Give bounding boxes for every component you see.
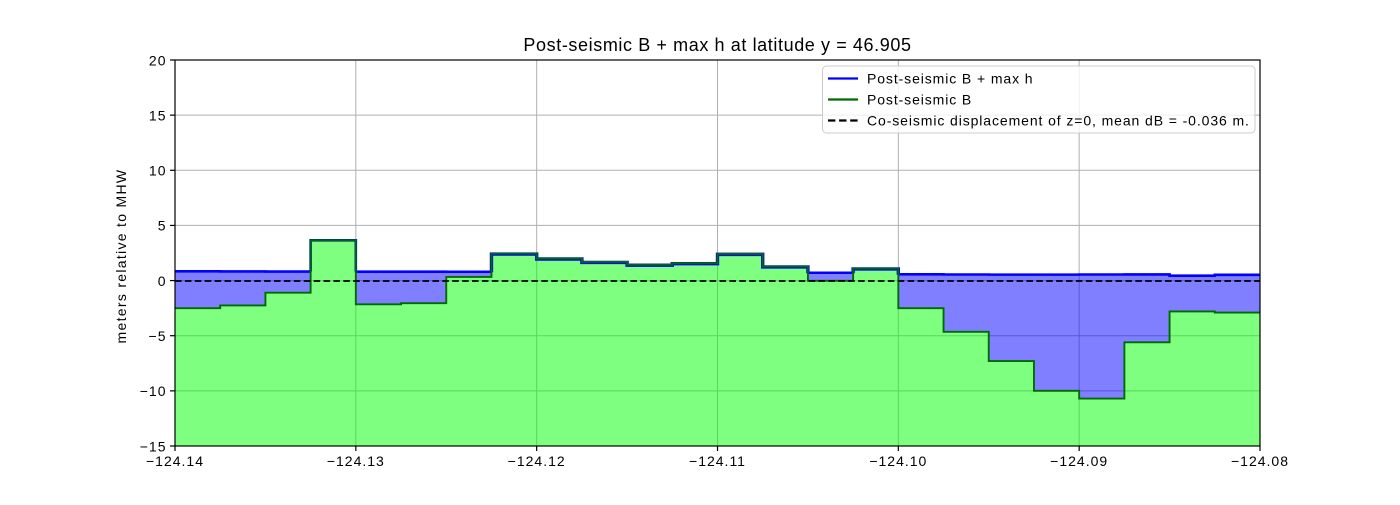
svg-text:−124.09: −124.09 xyxy=(1050,453,1108,469)
svg-text:−124.10: −124.10 xyxy=(869,453,927,469)
svg-text:−124.12: −124.12 xyxy=(508,453,566,469)
svg-text:−5: −5 xyxy=(149,328,167,344)
svg-text:−124.14: −124.14 xyxy=(146,453,204,469)
svg-text:20: 20 xyxy=(149,52,167,68)
svg-text:5: 5 xyxy=(158,218,167,234)
svg-text:Post-seismic B + max h at lati: Post-seismic B + max h at latitude y = 4… xyxy=(523,35,911,55)
svg-text:−124.13: −124.13 xyxy=(327,453,385,469)
svg-text:−10: −10 xyxy=(140,383,167,399)
svg-text:Post-seismic B: Post-seismic B xyxy=(867,92,972,108)
svg-text:10: 10 xyxy=(149,163,167,179)
svg-text:−15: −15 xyxy=(140,438,167,454)
svg-text:−124.08: −124.08 xyxy=(1231,453,1289,469)
svg-text:15: 15 xyxy=(149,107,167,123)
svg-text:meters relative to MHW: meters relative to MHW xyxy=(113,169,129,344)
svg-text:Post-seismic B + max h: Post-seismic B + max h xyxy=(867,71,1033,87)
svg-text:−124.11: −124.11 xyxy=(689,453,746,469)
svg-text:Co-seismic displacement of z=0: Co-seismic displacement of z=0, mean dB … xyxy=(867,113,1250,129)
svg-text:0: 0 xyxy=(158,273,167,289)
